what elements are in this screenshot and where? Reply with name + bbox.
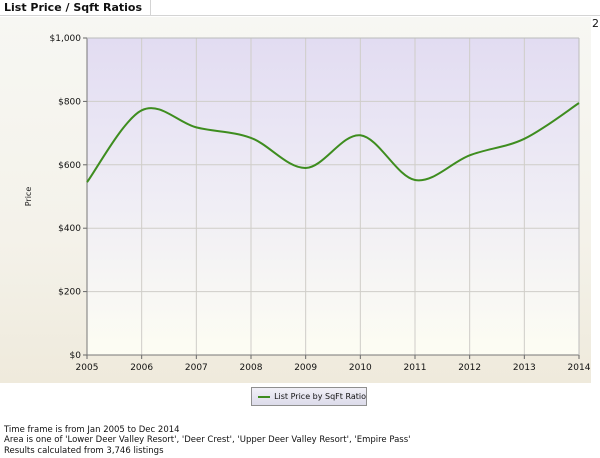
- data-point: [85, 180, 89, 184]
- y-axis-label: Price: [24, 187, 33, 207]
- data-point: [413, 178, 417, 182]
- corner-mark: 2: [592, 17, 599, 30]
- x-tick-label: 2005: [76, 363, 99, 373]
- legend: List Price by SqFt Ratio: [251, 387, 367, 406]
- tab-list-price-sqft-ratios[interactable]: List Price / Sqft Ratios: [0, 0, 152, 15]
- y-tick-label: $0: [70, 351, 82, 361]
- area-text: Area is one of 'Lower Deer Valley Resort…: [4, 435, 411, 445]
- data-point: [522, 137, 526, 141]
- x-tick-label: 2011: [404, 363, 427, 373]
- line-chart: $0$200$400$600$800$1,000 2005 2006 2007 200…: [24, 34, 591, 373]
- x-tick-label: 2012: [458, 363, 481, 373]
- tab-bar: List Price / Sqft Ratios: [0, 0, 600, 16]
- gridlines: [87, 37, 580, 355]
- x-tick-label: 2009: [294, 363, 317, 373]
- y-tick-label: $800: [58, 97, 81, 107]
- data-point: [467, 153, 471, 157]
- y-tick-label: $400: [58, 224, 81, 234]
- data-point: [194, 125, 198, 129]
- data-point: [303, 166, 307, 170]
- plot-area: [87, 38, 579, 355]
- y-tick-label: $200: [58, 288, 81, 298]
- series-layer: [85, 101, 581, 184]
- x-tick-label: 2014: [568, 363, 591, 373]
- data-point: [358, 133, 362, 137]
- legend-label: List Price by SqFt Ratio: [274, 392, 366, 401]
- data-point: [577, 101, 581, 105]
- x-tick-label: 2010: [349, 363, 372, 373]
- x-tick-label: 2007: [185, 363, 208, 373]
- y-tick-labels: $0 $200 $400 $600 $800 $1,000: [50, 34, 82, 361]
- series-line: [86, 102, 580, 183]
- y-tick-label: $1,000: [50, 34, 82, 44]
- x-tick-label: 2006: [130, 363, 153, 373]
- x-tick-labels: 2005 2006 2007 2008 2009 2010 2011 2012 2013 2014: [76, 363, 591, 373]
- y-tick-label: $600: [58, 161, 81, 171]
- results-text: Results calculated from 3,746 listings: [4, 446, 164, 456]
- legend-swatch: [258, 395, 271, 398]
- axes: [83, 37, 580, 359]
- data-point: [139, 108, 143, 112]
- data-point: [249, 136, 253, 140]
- x-tick-label: 2013: [513, 363, 536, 373]
- timeframe-text: Time frame is from Jan 2005 to Dec 2014: [4, 425, 180, 435]
- x-tick-label: 2008: [240, 363, 263, 373]
